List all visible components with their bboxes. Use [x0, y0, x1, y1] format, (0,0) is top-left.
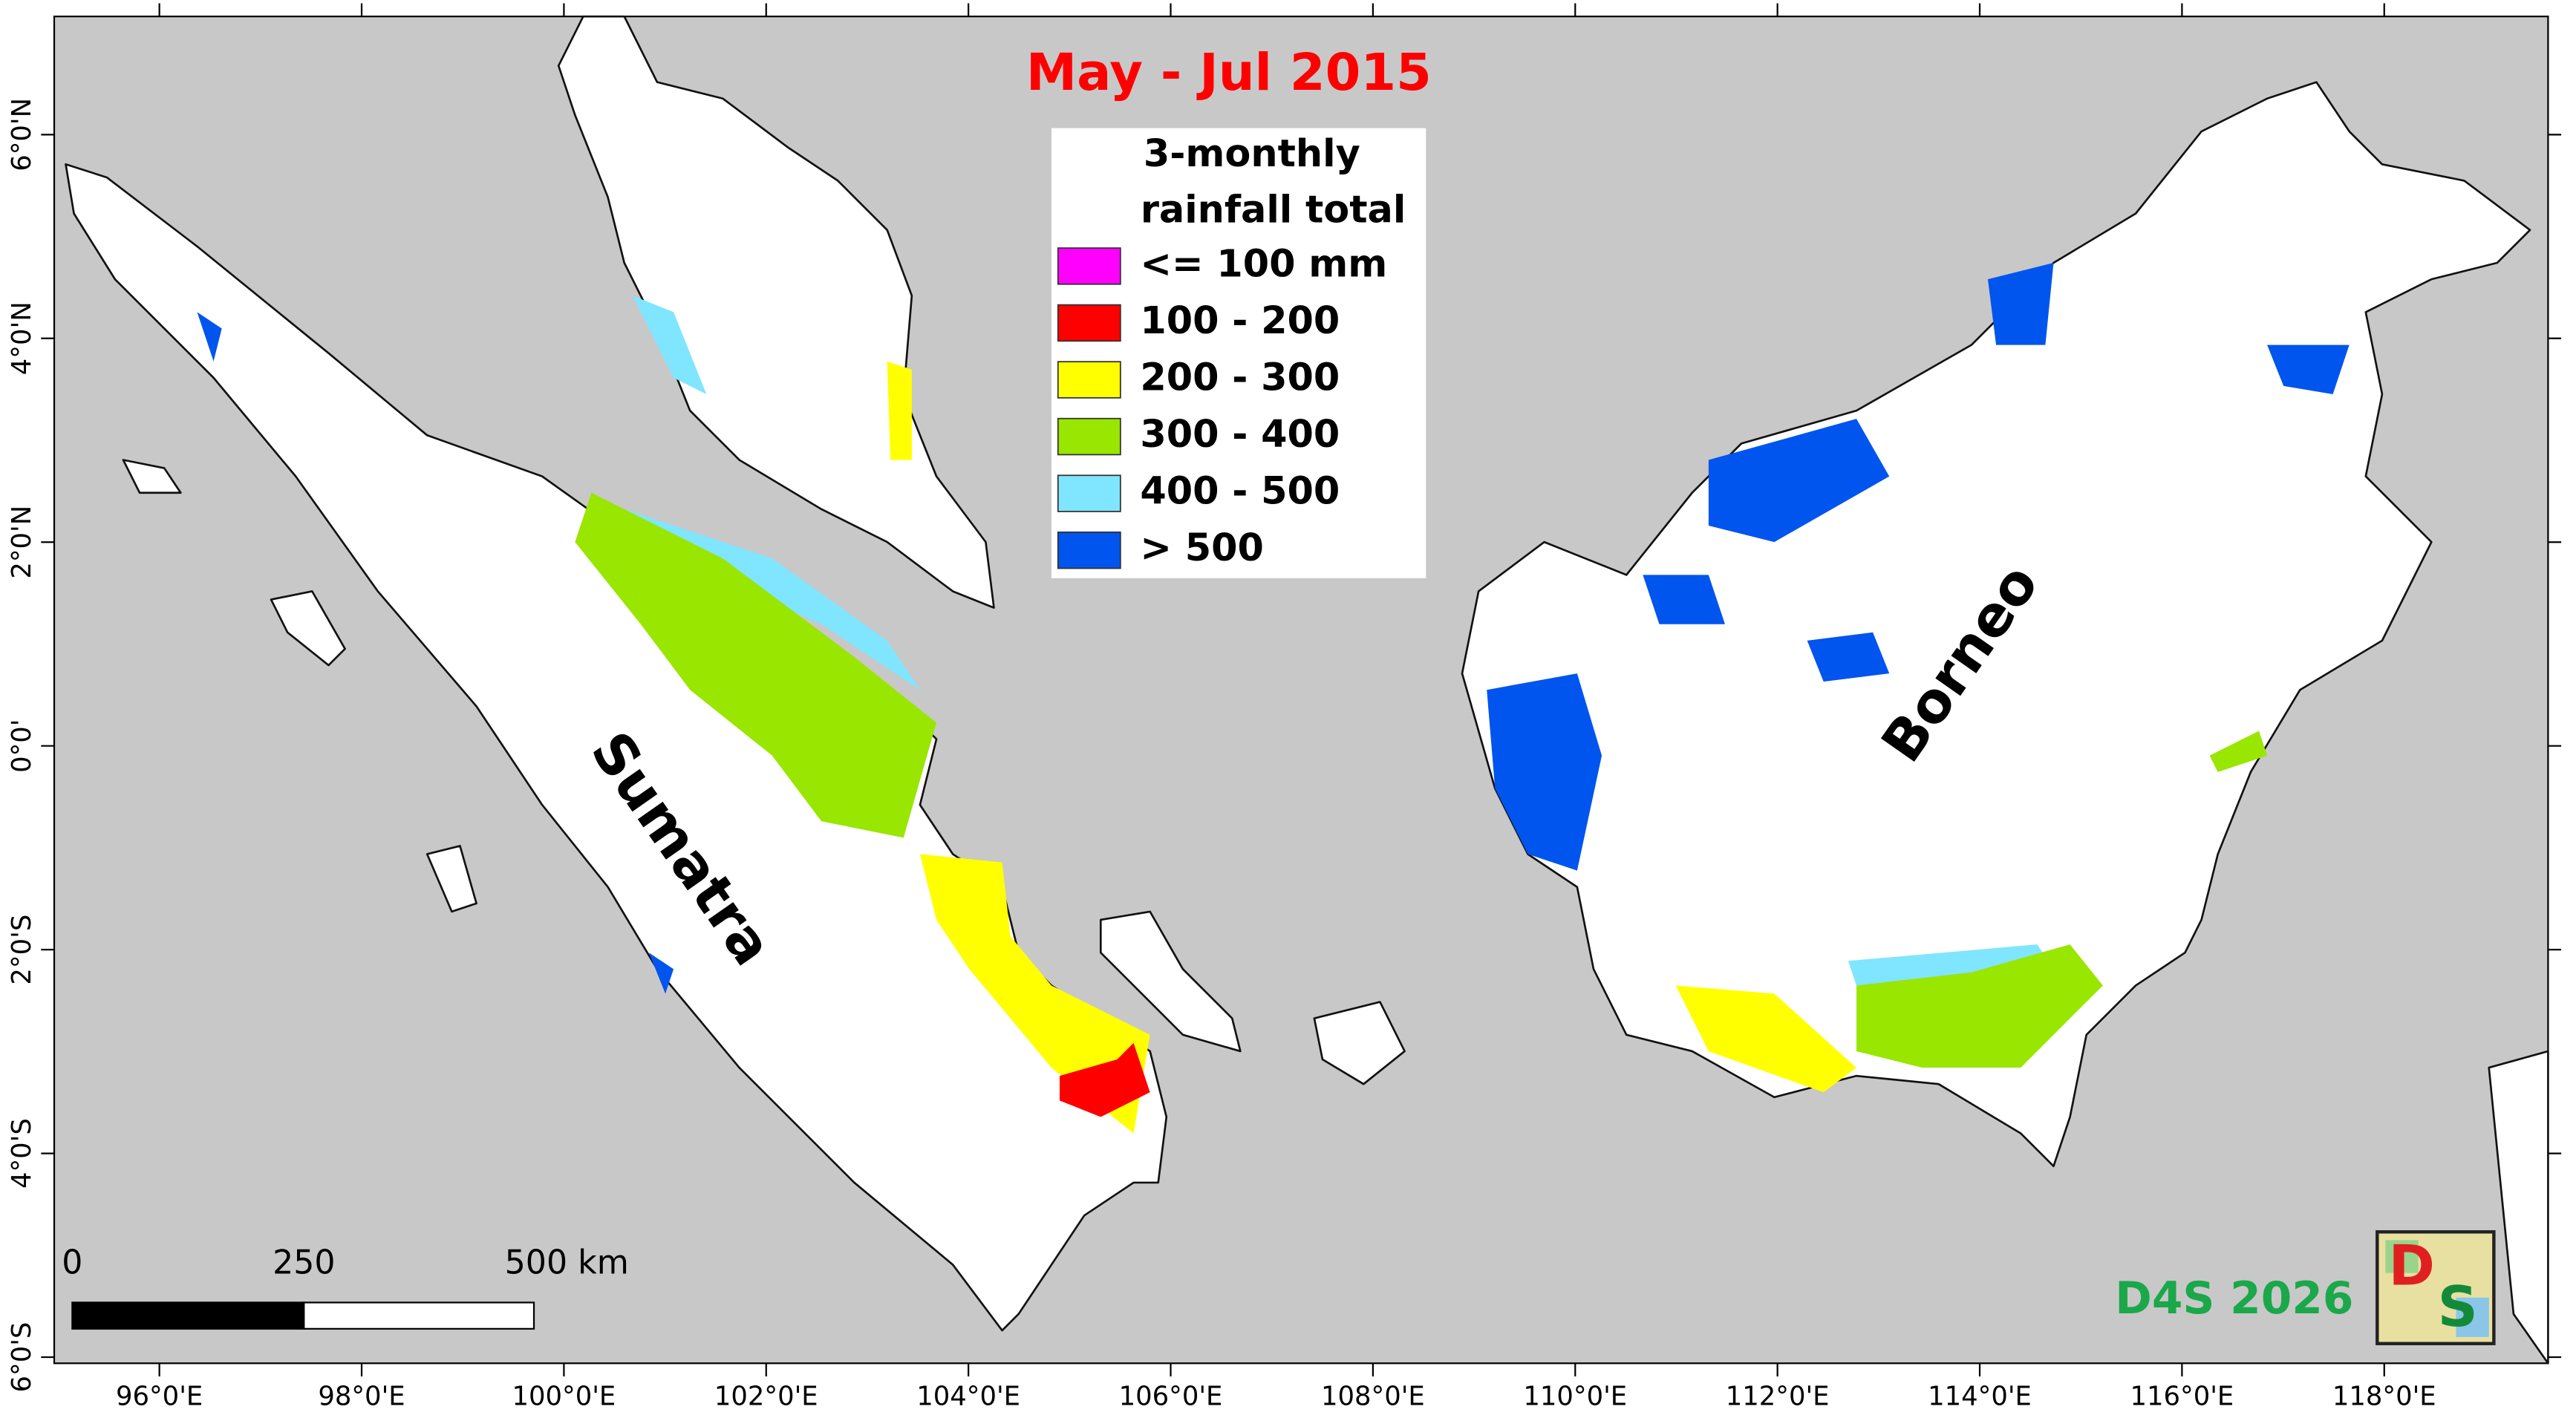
y-tick-label: 2°0'S: [7, 915, 37, 985]
legend-label: 200 - 300: [1140, 356, 1340, 399]
scale-bar-label: 0: [62, 1244, 82, 1282]
borneo-land: [1461, 81, 2531, 1168]
rainfall-patch: [1643, 575, 1725, 624]
credit: D4S 2026: [2115, 1273, 2353, 1324]
x-tick-label: 108°0'E: [1321, 1382, 1425, 1412]
map-title: May - Jul 2015: [1026, 43, 1432, 102]
rainfall-patch: [1848, 944, 2054, 986]
x-tick-label: 96°0'E: [116, 1382, 203, 1412]
simeulue-land: [122, 459, 182, 494]
rainfall-patch: [2267, 344, 2350, 394]
scale-bar-segment: [71, 1301, 305, 1330]
rainfall-patch: [1856, 944, 2103, 1068]
x-tick-label: 114°0'E: [1928, 1382, 2032, 1412]
logo-letter: S: [2438, 1274, 2478, 1339]
legend-label: > 500: [1140, 526, 1264, 569]
logo-letter: D: [2389, 1233, 2435, 1298]
rainfall-patch: [1987, 263, 2054, 345]
logo-tile: [2456, 1297, 2489, 1337]
legend-swatch: [1057, 531, 1121, 569]
logo: D S: [2376, 1230, 2496, 1345]
logo-tile: [2385, 1240, 2419, 1273]
rainfall-patch: [2209, 731, 2268, 772]
legend-label: 100 - 200: [1140, 298, 1340, 342]
legend-swatch: [1057, 304, 1121, 342]
legend-swatch: [1057, 361, 1121, 399]
y-tick-label: 0°0': [7, 719, 37, 772]
land: [65, 15, 2549, 1365]
legend-label: <= 100 mm: [1140, 241, 1387, 285]
rainfall-patch: [632, 295, 707, 394]
x-tick-label: 106°0'E: [1119, 1382, 1223, 1412]
belitung-land: [1313, 1001, 1406, 1085]
legend-label: 300 - 400: [1140, 412, 1340, 456]
rainfall-patch: [1675, 985, 1856, 1093]
rainfall-patch: [575, 492, 937, 838]
x-tick-label: 110°0'E: [1523, 1382, 1627, 1412]
scale-bar-segment: [303, 1301, 535, 1330]
legend-swatch: [1057, 474, 1121, 512]
rainfall-patches: [197, 263, 2350, 1134]
rainfall-patch: [1708, 419, 1890, 543]
legend-title: 3-monthly: [1144, 131, 1360, 175]
rainfall-patch: [1059, 1042, 1150, 1117]
legend-swatch: [1057, 247, 1121, 285]
y-tick-label: 2°0'N: [7, 506, 37, 579]
legend-label: 400 - 500: [1140, 469, 1340, 513]
scale-bar-label: 500 km: [505, 1244, 629, 1282]
y-tick-label: 4°0'N: [7, 301, 37, 375]
legend-swatch: [1057, 417, 1121, 456]
bangka-land: [1099, 910, 1242, 1053]
x-tick-label: 98°0'E: [318, 1382, 405, 1412]
rainfall-patch: [197, 312, 222, 362]
legend-title: rainfall total: [1141, 187, 1406, 231]
rainfall-patch: [1487, 673, 1602, 871]
nias-land: [270, 590, 346, 667]
x-tick-label: 102°0'E: [714, 1382, 818, 1412]
siberut-land: [425, 845, 477, 913]
x-tick-label: 116°0'E: [2130, 1382, 2234, 1412]
x-tick-label: 104°0'E: [916, 1382, 1020, 1412]
scale-bar-label: 250: [273, 1244, 335, 1282]
sulawesi-land: [2488, 1050, 2549, 1365]
rainfall-patch: [648, 953, 674, 994]
y-tick-label: 4°0'S: [7, 1118, 37, 1189]
x-tick-label: 112°0'E: [1726, 1382, 1830, 1412]
x-tick-label: 100°0'E: [512, 1382, 616, 1412]
x-tick-label: 118°0'E: [2332, 1382, 2436, 1412]
rainfall-patch: [1807, 632, 1890, 682]
y-tick-label: 6°0'N: [7, 98, 37, 171]
rainfall-patch: [887, 361, 912, 460]
y-tick-label: 6°0'S: [7, 1322, 37, 1393]
rainfall-patch: [919, 854, 1150, 1134]
